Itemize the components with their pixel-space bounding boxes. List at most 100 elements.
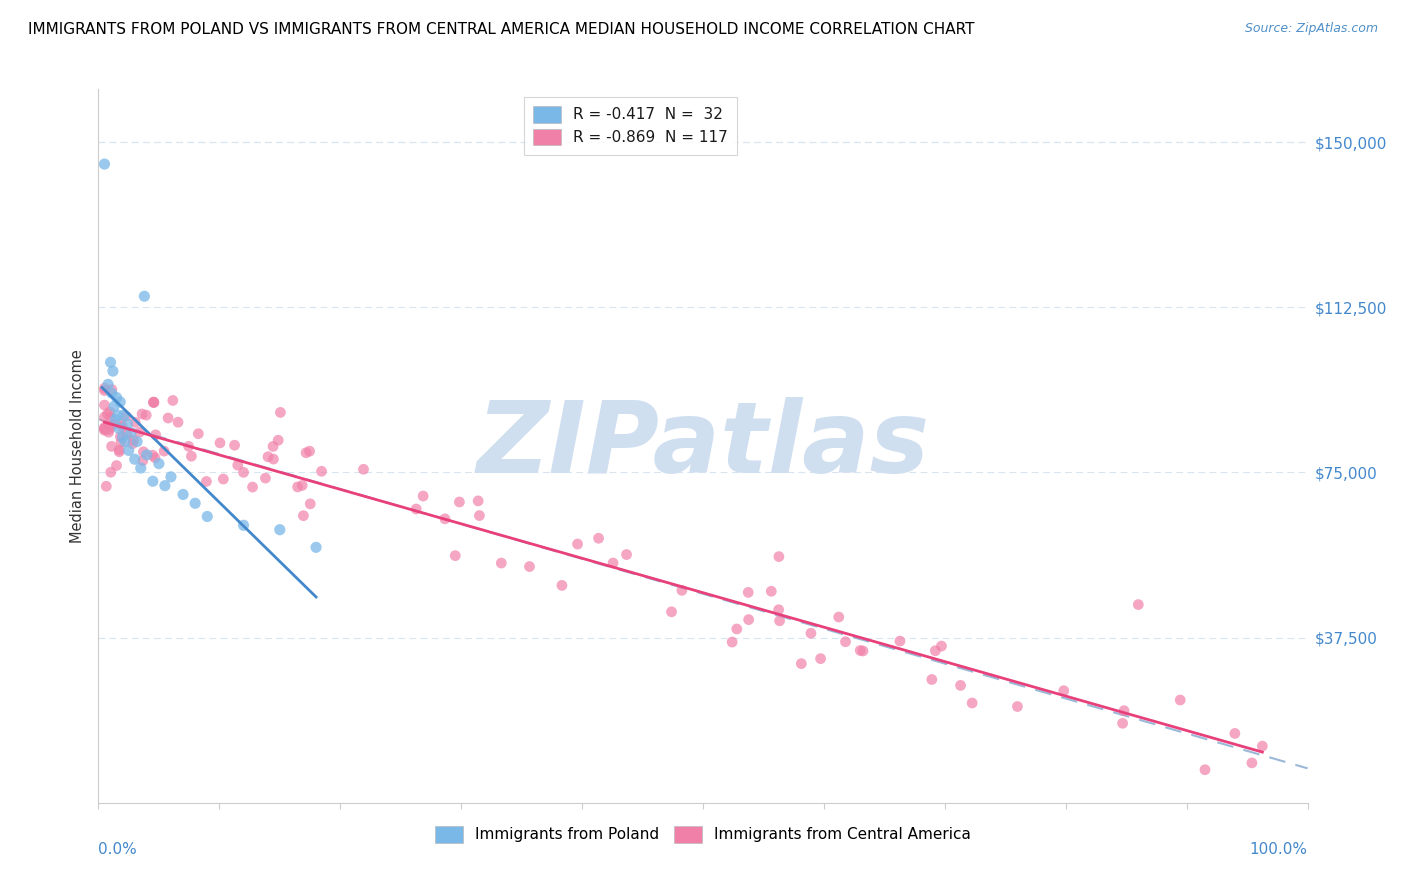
Point	[1194, 763, 1216, 777]
Point	[768, 614, 790, 628]
Point	[100, 465, 122, 479]
Point	[232, 518, 254, 533]
Point	[167, 415, 190, 429]
Point	[491, 556, 513, 570]
Point	[93, 423, 115, 437]
Point	[353, 462, 375, 476]
Point	[111, 430, 134, 444]
Point	[254, 471, 277, 485]
Point	[768, 549, 790, 564]
Point	[107, 408, 129, 422]
Point	[177, 439, 200, 453]
Point	[96, 407, 118, 421]
Point	[1128, 598, 1150, 612]
Point	[93, 410, 115, 425]
Point	[242, 480, 264, 494]
Point	[129, 461, 152, 475]
Point	[93, 422, 115, 436]
Point	[108, 444, 131, 458]
Point	[100, 439, 122, 453]
Text: ZIPatlas: ZIPatlas	[477, 398, 929, 494]
Text: 100.0%: 100.0%	[1250, 842, 1308, 857]
Point	[93, 421, 115, 435]
Point	[115, 409, 138, 424]
Point	[142, 475, 165, 489]
Point	[671, 583, 693, 598]
Point	[97, 377, 120, 392]
Point	[105, 391, 128, 405]
Point	[444, 549, 467, 563]
Point	[111, 419, 134, 434]
Point	[118, 443, 141, 458]
Point	[800, 626, 823, 640]
Point	[1240, 756, 1263, 770]
Point	[117, 417, 139, 431]
Point	[110, 429, 132, 443]
Point	[110, 435, 132, 450]
Point	[184, 496, 207, 510]
Point	[299, 497, 322, 511]
Point	[162, 393, 184, 408]
Point	[768, 603, 790, 617]
Text: IMMIGRANTS FROM POLAND VS IMMIGRANTS FROM CENTRAL AMERICA MEDIAN HOUSEHOLD INCOM: IMMIGRANTS FROM POLAND VS IMMIGRANTS FRO…	[28, 22, 974, 37]
Point	[93, 157, 115, 171]
Point	[405, 502, 427, 516]
Point	[105, 458, 128, 473]
Point	[93, 398, 115, 412]
Point	[519, 559, 541, 574]
Point	[134, 289, 156, 303]
Point	[93, 381, 115, 395]
Point	[1053, 683, 1076, 698]
Point	[931, 639, 953, 653]
Point	[100, 386, 122, 401]
Point	[287, 480, 309, 494]
Point	[602, 556, 624, 570]
Point	[100, 355, 122, 369]
Point	[761, 584, 783, 599]
Point	[834, 634, 856, 648]
Point	[101, 364, 124, 378]
Point	[790, 657, 813, 671]
Point	[226, 458, 249, 472]
Point	[212, 472, 235, 486]
Point	[1112, 704, 1135, 718]
Point	[98, 405, 121, 419]
Point	[1111, 716, 1133, 731]
Point	[298, 444, 321, 458]
Point	[267, 434, 290, 448]
Point	[124, 415, 146, 429]
Point	[108, 421, 131, 435]
Point	[467, 494, 489, 508]
Text: Source: ZipAtlas.com: Source: ZipAtlas.com	[1244, 22, 1378, 36]
Point	[104, 412, 127, 426]
Point	[232, 466, 254, 480]
Point	[97, 423, 120, 437]
Point	[112, 408, 135, 422]
Point	[224, 438, 246, 452]
Point	[132, 453, 155, 467]
Point	[124, 452, 146, 467]
Point	[721, 635, 744, 649]
Point	[725, 622, 748, 636]
Point	[93, 384, 115, 398]
Point	[567, 537, 589, 551]
Point	[737, 585, 759, 599]
Point	[1251, 739, 1274, 753]
Point	[96, 479, 118, 493]
Point	[142, 448, 165, 462]
Point	[93, 420, 115, 434]
Point	[257, 450, 280, 464]
Y-axis label: Median Household Income: Median Household Income	[69, 349, 84, 543]
Point	[128, 425, 150, 439]
Point	[108, 442, 131, 457]
Point	[292, 508, 315, 523]
Point	[153, 444, 176, 458]
Point	[1007, 699, 1029, 714]
Point	[269, 523, 291, 537]
Point	[551, 578, 574, 592]
Point	[143, 395, 166, 409]
Point	[127, 434, 149, 449]
Legend: Immigrants from Poland, Immigrants from Central America: Immigrants from Poland, Immigrants from …	[429, 820, 977, 848]
Point	[153, 478, 176, 492]
Point	[889, 634, 911, 648]
